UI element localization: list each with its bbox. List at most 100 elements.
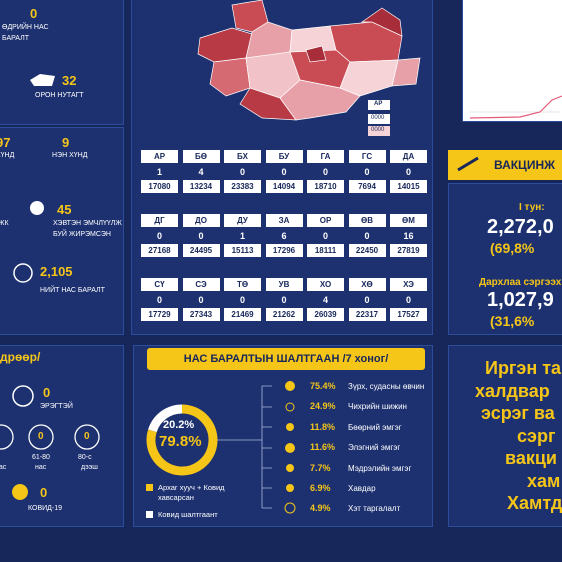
panel-causes bbox=[133, 345, 433, 527]
region-code: АР bbox=[153, 152, 166, 161]
region-code-box bbox=[141, 278, 178, 291]
region-population: 22317 bbox=[355, 310, 379, 319]
region-pop-box bbox=[182, 244, 220, 257]
region-population: 23383 bbox=[231, 182, 254, 191]
region-code: ӨМ bbox=[402, 216, 415, 225]
region-code-box bbox=[390, 278, 427, 291]
region-code-box bbox=[348, 278, 386, 291]
region-pop-box bbox=[141, 308, 178, 321]
legend-swatch bbox=[146, 484, 153, 491]
region-deaths: 1 bbox=[239, 231, 245, 241]
slogan-line: сэрг bbox=[517, 425, 556, 446]
region-code-box bbox=[390, 214, 427, 227]
region-population: 18111 bbox=[314, 246, 337, 255]
stat-value: 97 bbox=[0, 135, 11, 150]
donut-label: 79.8% bbox=[159, 433, 202, 450]
region-code: ТӨ bbox=[236, 280, 249, 289]
cause-label: Чихрийн шижин bbox=[348, 402, 407, 412]
donut bbox=[146, 404, 218, 476]
cause-label: Элэгний эмгэг bbox=[348, 443, 401, 453]
region-population: 17296 bbox=[272, 246, 296, 255]
region-population: 26039 bbox=[314, 310, 337, 319]
legend-value: 0000 bbox=[371, 115, 385, 121]
cause-percent: 75.4% bbox=[310, 381, 336, 391]
region-pop-box bbox=[265, 180, 303, 193]
stat-value: 0 bbox=[43, 385, 51, 400]
legend-box bbox=[368, 126, 390, 136]
region-deaths: 0 bbox=[364, 231, 370, 241]
causes-header-bar bbox=[147, 348, 425, 370]
vaccine-label: Дархлаа сэргээх bbox=[479, 277, 562, 288]
region-pop-box bbox=[348, 180, 386, 193]
region-code-box bbox=[307, 278, 344, 291]
region-code-box bbox=[141, 150, 178, 163]
age-circles bbox=[0, 424, 100, 450]
region-pop-box bbox=[307, 308, 344, 321]
cause-percent: 6.9% bbox=[310, 483, 331, 493]
slogan-line: Хамтд bbox=[507, 493, 562, 513]
icons bbox=[12, 74, 479, 514]
slogan-line: Иргэн та bbox=[485, 358, 562, 378]
age-circle bbox=[0, 424, 14, 450]
region-population: 13234 bbox=[189, 182, 213, 191]
region-code: ЗА bbox=[278, 216, 290, 225]
region-code: ГА bbox=[320, 152, 331, 161]
region-code: ОР bbox=[319, 216, 332, 225]
donut-segment bbox=[148, 404, 183, 433]
region-code-box bbox=[224, 278, 261, 291]
region-code: ӨВ bbox=[361, 216, 373, 225]
stat-label: БАРАЛТ bbox=[2, 35, 30, 42]
region-deaths: 16 bbox=[403, 231, 414, 241]
cause-label: Бөөрний эмгэг bbox=[348, 422, 402, 432]
panel-hospital bbox=[0, 127, 124, 335]
region-code-box bbox=[265, 278, 303, 291]
region-code: УВ bbox=[278, 280, 290, 289]
region-population: 22450 bbox=[355, 246, 379, 255]
region-population: 14094 bbox=[272, 182, 296, 191]
region-code-box bbox=[224, 214, 261, 227]
legend-swatch bbox=[146, 511, 153, 518]
region-pop-box bbox=[265, 308, 303, 321]
region-population: 7694 bbox=[358, 182, 376, 191]
region-deaths: 0 bbox=[198, 295, 204, 305]
stat-label: ӨДРИЙН НАС bbox=[2, 24, 49, 31]
stat-value: 0 bbox=[40, 485, 48, 500]
region-deaths: 0 bbox=[364, 295, 370, 305]
cause-percent: 4.9% bbox=[310, 503, 331, 514]
region-pop-box bbox=[224, 180, 261, 193]
legend-box bbox=[368, 114, 390, 124]
region-code-box bbox=[265, 150, 303, 163]
legend-code: АР bbox=[374, 101, 383, 107]
region-pop-box bbox=[348, 244, 386, 257]
cause-label: Мэдрэлийн эмгэг bbox=[348, 463, 412, 473]
region-population: 27343 bbox=[189, 310, 213, 319]
age-label: нас bbox=[0, 464, 7, 471]
stat-value: 32 bbox=[62, 73, 77, 88]
map bbox=[197, 0, 421, 121]
region-code-box bbox=[348, 150, 386, 163]
panel-trend bbox=[462, 0, 562, 122]
age-label: 61-80 bbox=[32, 454, 50, 461]
slogan-line: вакци bbox=[505, 448, 557, 468]
region-deaths: 1 bbox=[156, 167, 162, 177]
region-population: 17729 bbox=[148, 310, 171, 319]
region-population: 27168 bbox=[148, 246, 171, 255]
panel-slogan bbox=[448, 345, 562, 527]
age-label: нас bbox=[35, 464, 47, 471]
region-code: ДО bbox=[195, 216, 207, 225]
region-population: 17527 bbox=[397, 310, 420, 319]
slogan-line: эсрэг ва bbox=[481, 403, 555, 423]
stat-label: НЭН ХҮНД bbox=[52, 152, 88, 159]
region-deaths: 0 bbox=[239, 295, 245, 305]
stat-label: ЖК bbox=[0, 220, 9, 227]
slogan-line: халдвар bbox=[475, 380, 550, 401]
region-pop-box bbox=[390, 180, 427, 193]
age-label: дээш bbox=[81, 464, 98, 471]
region-deaths: 4 bbox=[322, 295, 328, 305]
age-value: 0 bbox=[38, 431, 44, 442]
age-label: 80-с bbox=[78, 454, 92, 461]
cause-percent: 24.9% bbox=[310, 401, 336, 412]
stat-label: КОВИД-19 bbox=[28, 505, 63, 512]
